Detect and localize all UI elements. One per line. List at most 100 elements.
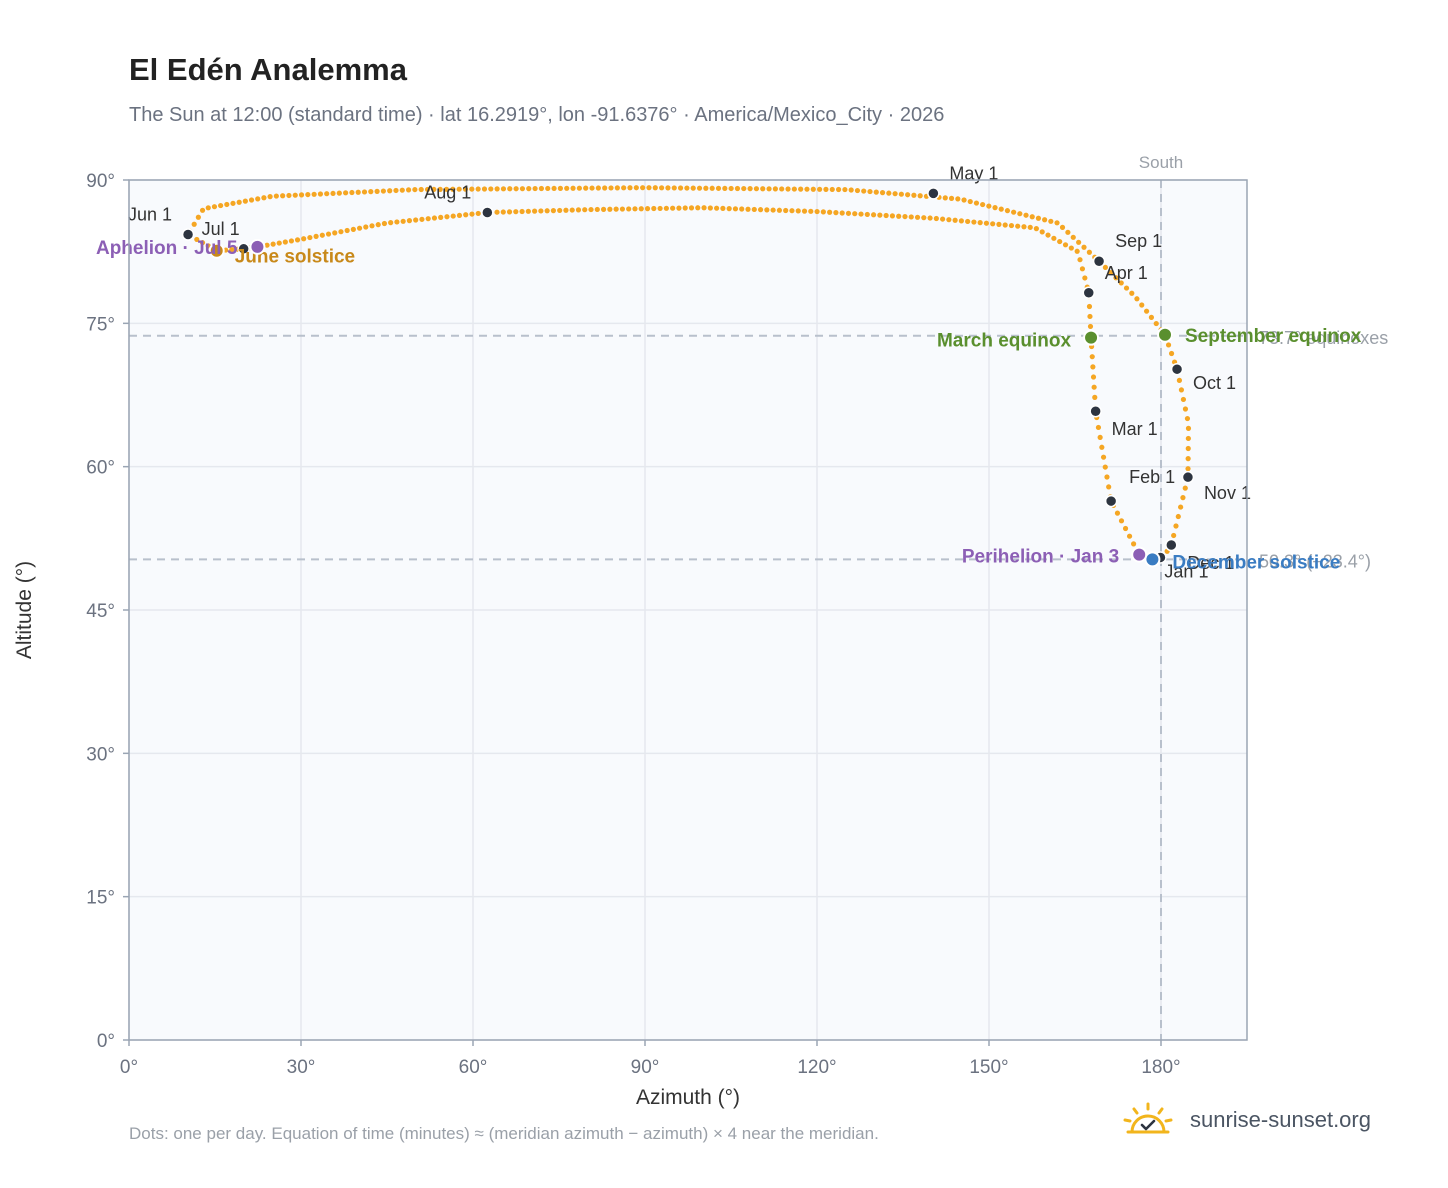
analemma-day-dot	[418, 186, 424, 193]
analemma-day-dot	[1039, 229, 1045, 235]
analemma-day-dot	[1017, 211, 1023, 217]
analemma-day-dot	[898, 191, 904, 197]
analemma-day-dot	[741, 185, 747, 192]
analemma-day-dot	[715, 185, 722, 191]
analemma-day-dot	[1054, 220, 1060, 226]
analemma-day-dot	[930, 194, 936, 200]
analemma-day-dot	[557, 185, 563, 191]
analemma-day-dot	[992, 205, 998, 211]
analemma-day-dot	[940, 216, 946, 222]
analemma-day-dot	[908, 214, 914, 220]
event-markers: March equinox September equinox June solst…	[96, 238, 1362, 573]
analemma-day-dot	[187, 228, 193, 234]
analemma-day-dot	[998, 206, 1004, 212]
analemma-day-dot	[199, 207, 206, 213]
analemma-day-dot	[350, 226, 356, 232]
analemma-day-dot	[1087, 313, 1093, 320]
event-marker	[1131, 546, 1148, 563]
analemma-day-dot	[722, 185, 728, 192]
analemma-day-dot	[1008, 222, 1015, 229]
x-tick-label: 30°	[287, 1057, 316, 1078]
analemma-day-dot	[1110, 502, 1117, 509]
analemma-day-dot	[980, 201, 986, 208]
analemma-day-dot	[1139, 302, 1145, 308]
sun-check-icon	[1123, 1102, 1173, 1134]
analemma-day-dot	[194, 236, 200, 243]
month-label: Mar 1	[1112, 419, 1158, 439]
analemma-day-dot	[1021, 224, 1027, 230]
analemma-day-dot	[330, 190, 336, 197]
reference-lines: South 73.7° equinoxes 50.3° (−23.4°)	[129, 153, 1388, 1040]
analemma-day-dot	[808, 208, 814, 214]
analemma-day-dot	[563, 207, 569, 213]
analemma-day-dot	[665, 185, 671, 191]
x-tick-label: 60°	[459, 1057, 488, 1078]
analemma-day-dot	[1173, 523, 1179, 529]
month-label: Feb 1	[1129, 467, 1175, 487]
analemma-day-dot	[405, 187, 412, 193]
analemma-day-dot	[817, 186, 823, 192]
analemma-day-dot	[867, 188, 873, 195]
month-markers: Jan 1 Feb 1 Mar 1 Apr 1 May 1 Jun 1 Jul 1 Aug 1…	[128, 163, 1251, 581]
analemma-day-dot	[217, 247, 223, 254]
month-marker	[1181, 470, 1195, 484]
analemma-day-dot	[475, 210, 481, 217]
analemma-day-dot	[400, 218, 406, 224]
analemma-day-dot	[211, 204, 218, 210]
analemma-day-dot	[958, 218, 964, 224]
y-tick-label: 0°	[97, 1031, 115, 1052]
analemma-day-dot	[424, 186, 431, 193]
analemma-day-dot	[896, 213, 902, 219]
analemma-day-dot	[582, 207, 588, 213]
analemma-day-dot	[270, 241, 276, 247]
analemma-day-dot	[456, 186, 462, 192]
month-label: Oct 1	[1193, 373, 1236, 393]
analemma-day-dot	[996, 221, 1002, 227]
analemma-day-dot	[282, 239, 288, 245]
analemma-day-dot	[1178, 387, 1185, 393]
analemma-day-dot	[236, 199, 242, 205]
analemma-day-dot	[1086, 293, 1092, 300]
analemma-day-dot	[229, 247, 235, 253]
analemma-day-dot	[437, 186, 443, 192]
analemma-day-dot	[267, 194, 273, 200]
analemma-day-dot	[965, 218, 971, 225]
analemma-day-dot	[973, 200, 980, 206]
analemma-day-dot	[500, 186, 507, 192]
analemma-day-dot	[833, 210, 839, 216]
analemma-day-dot	[595, 185, 601, 191]
analemma-day-dot	[917, 193, 923, 199]
event-label: September equinox	[1185, 326, 1362, 347]
analemma-day-dot	[682, 205, 688, 211]
analemma-day-dot	[1185, 435, 1191, 442]
analemma-day-dot	[1165, 342, 1172, 348]
analemma-day-dot	[1027, 224, 1033, 230]
analemma-day-dot	[488, 209, 494, 215]
analemma-day-dot	[1086, 249, 1092, 255]
analemma-day-dot	[381, 220, 388, 227]
analemma-day-dot	[1033, 226, 1039, 232]
analemma-day-dot	[720, 205, 726, 211]
analemma-day-dot	[845, 210, 852, 216]
brand[interactable]: sunrise-sunset.org	[1120, 1102, 1371, 1138]
analemma-day-dot	[632, 206, 638, 212]
analemma-day-dot	[519, 186, 526, 192]
analemma-day-dot	[481, 186, 488, 192]
analemma-day-dot	[707, 205, 713, 211]
analemma-day-dot	[349, 189, 355, 196]
analemma-day-dot	[1168, 350, 1175, 357]
analemma-day-dot	[1097, 434, 1103, 440]
analemma-day-dot	[1094, 414, 1100, 421]
analemma-day-dot	[990, 221, 996, 227]
analemma-day-dot	[1035, 215, 1042, 221]
analemma-day-dot	[1160, 554, 1166, 561]
analemma-day-dot	[1143, 308, 1150, 314]
analemma-day-dot	[557, 207, 563, 214]
analemma-day-dot	[936, 194, 942, 200]
analemma-day-dot	[946, 217, 952, 223]
month-marker	[927, 187, 940, 200]
analemma-day-dot	[1182, 406, 1189, 412]
month-marker	[1165, 538, 1178, 552]
event-marker	[1157, 326, 1174, 343]
